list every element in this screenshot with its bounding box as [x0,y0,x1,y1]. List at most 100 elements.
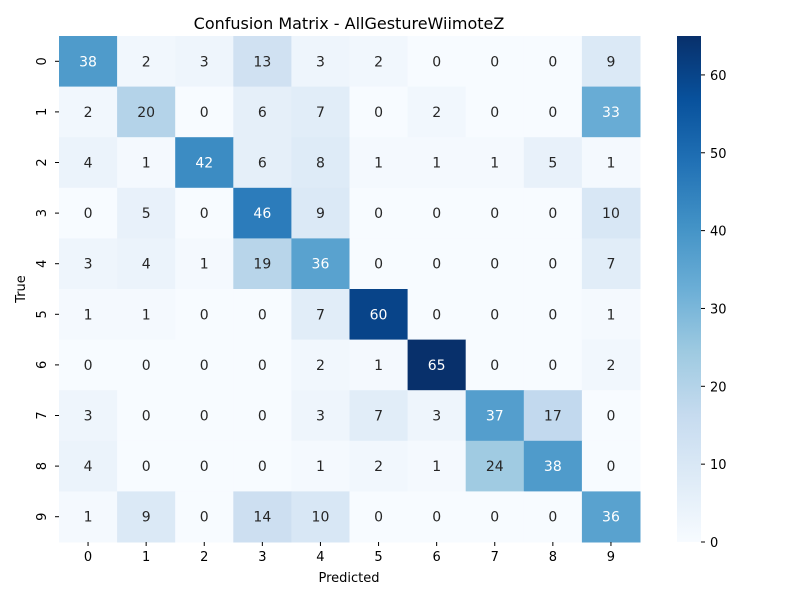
cell-value-label: 4 [84,156,93,172]
cell-value-label: 1 [142,156,151,172]
heatmap-cell [233,390,292,442]
cell-value-label: 1 [432,156,441,172]
colorbar-tick-label: 20 [710,380,727,395]
heatmap-cell [291,390,350,442]
heatmap-cell [407,491,467,543]
colorbar-gradient [677,36,701,542]
heatmap-cell [581,390,641,442]
heatmap-cell [117,289,176,341]
heatmap-cell [407,339,467,391]
heatmap-cell [523,440,583,492]
cell-value-label: 1 [84,307,93,323]
cell-value-label: 2 [84,105,93,121]
heatmap-cells: 38 2 3 13 3 2 0 0 0 92 20 0 6 7 0 2 0 0 334 1 42 6 8 1 1 1 5 10 5 0 46… [59,36,641,543]
cell-value-label: 0 [142,358,151,374]
cell-value-label: 9 [606,54,615,70]
y-tick-label: 5 [35,310,50,318]
cell-value-label: 10 [312,510,330,526]
heatmap-cell [291,491,350,543]
cell-value-label: 0 [548,358,557,374]
heatmap-cell [407,238,467,290]
y-tick-label: 9 [35,513,50,521]
cell-value-label: 24 [486,459,504,475]
cell-value-label: 8 [316,156,325,172]
heatmap-cell [407,187,467,239]
cell-value-label: 3 [316,409,325,425]
heatmap-cell [117,187,176,239]
colorbar-tick-label: 60 [710,69,727,84]
cell-value-label: 37 [486,409,504,425]
colorbar-tick-label: 10 [710,458,727,473]
cell-value-label: 38 [544,459,562,475]
cell-value-label: 6 [258,156,267,172]
heatmap-cell [523,390,583,442]
heatmap-cell [523,36,583,88]
colorbar: 0 10 20 30 40 50 60 [677,36,727,551]
heatmap-cell [59,339,118,391]
x-tick-label: 7 [491,550,499,565]
heatmap-cell [581,187,641,239]
colorbar-tick-label: 0 [710,536,718,551]
cell-value-label: 60 [370,307,388,323]
x-axis-label: Predicted [318,571,379,586]
heatmap-cell [349,491,409,543]
y-tick-label: 0 [35,57,50,65]
heatmap-cell [581,289,641,341]
heatmap-cell [523,238,583,290]
heatmap-cell [59,440,118,492]
cell-value-label: 0 [432,510,441,526]
x-tick-label: 4 [316,550,324,565]
cell-value-label: 4 [84,459,93,475]
heatmap-cell [349,86,409,138]
heatmap-cell [291,339,350,391]
heatmap-cell [59,238,118,290]
cell-value-label: 33 [602,105,620,121]
cell-value-label: 0 [490,257,499,273]
heatmap-cell [291,36,350,88]
x-tick-label: 0 [84,550,92,565]
cell-value-label: 2 [142,54,151,70]
cell-value-label: 0 [200,459,209,475]
heatmap-cell [581,440,641,492]
cell-value-label: 1 [142,307,151,323]
heatmap-cell [465,339,525,391]
cell-value-label: 0 [490,54,499,70]
cell-value-label: 0 [374,206,383,222]
heatmap-cell [233,289,292,341]
cell-value-label: 0 [548,206,557,222]
cell-value-label: 9 [142,510,151,526]
cell-value-label: 1 [374,358,383,374]
cell-value-label: 7 [606,257,615,273]
cell-value-label: 0 [200,358,209,374]
cell-value-label: 0 [548,307,557,323]
heatmap-cell [465,137,525,189]
heatmap-cell [117,137,176,189]
heatmap-cell [233,36,292,88]
heatmap-cell [59,187,118,239]
cell-value-label: 2 [374,54,383,70]
cell-value-label: 17 [544,409,562,425]
x-tick-label: 8 [549,550,557,565]
heatmap-cell [175,491,234,543]
cell-value-label: 0 [432,257,441,273]
y-tick-label: 8 [35,462,50,470]
heatmap-cell [175,86,234,138]
cell-value-label: 0 [490,307,499,323]
heatmap-cell [349,187,409,239]
colorbar-tick-label: 30 [710,302,727,317]
heatmap-cell [175,187,234,239]
heatmap-cell [175,339,234,391]
cell-value-label: 0 [548,105,557,121]
cell-value-label: 0 [200,409,209,425]
cell-value-label: 0 [490,358,499,374]
cell-value-label: 46 [253,206,271,222]
heatmap-cell [465,86,525,138]
heatmap-cell [523,137,583,189]
heatmap-cell [407,440,467,492]
heatmap-cell [407,390,467,442]
heatmap-cell [117,491,176,543]
cell-value-label: 0 [548,54,557,70]
cell-value-label: 65 [428,358,446,374]
chart-title: Confusion Matrix - AllGestureWiimoteZ [194,14,505,33]
